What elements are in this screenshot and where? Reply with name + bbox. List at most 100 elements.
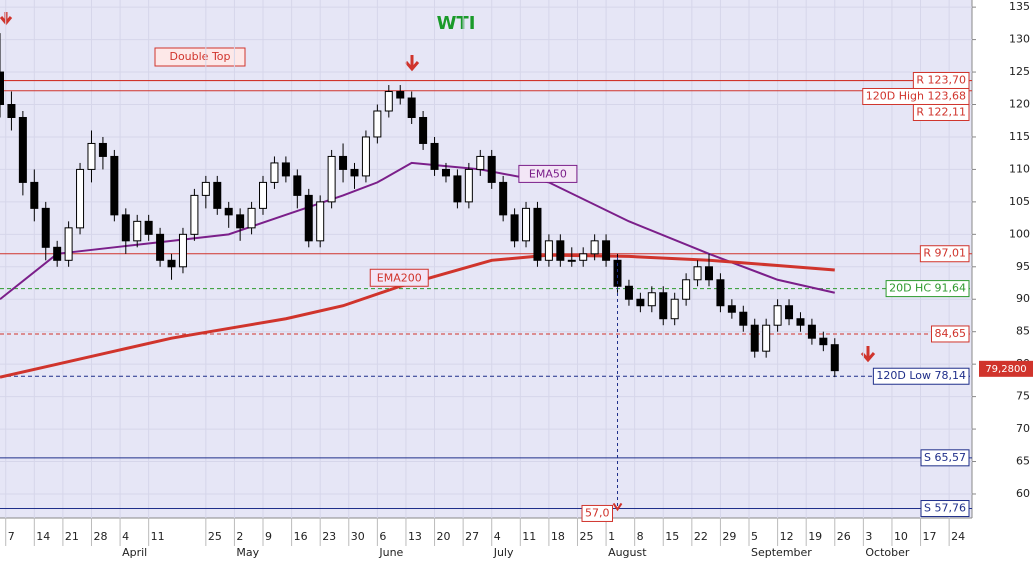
- level-label: 120D High 123,68: [866, 89, 966, 102]
- candle-body: [579, 253, 588, 261]
- x-tick-label: 13: [408, 530, 422, 543]
- candle-body: [647, 292, 656, 307]
- level-label: R 122,11: [916, 105, 966, 118]
- candle-body: [293, 175, 302, 196]
- x-tick-label: 12: [780, 530, 794, 543]
- candle-body: [339, 155, 348, 170]
- candle-body: [30, 181, 39, 209]
- level-label-box: [920, 500, 970, 518]
- level-label-box: [920, 449, 970, 467]
- candle-body: [350, 168, 359, 177]
- candle-body: [750, 324, 759, 352]
- candle-body: [476, 155, 485, 170]
- y-tick-label: 60: [1016, 487, 1030, 500]
- level-label: R 123,70: [916, 73, 966, 86]
- level-label: S 57,76: [924, 502, 966, 515]
- x-tick-label: 28: [93, 530, 107, 543]
- candle-body: [716, 279, 725, 307]
- y-tick-label: 130: [1009, 33, 1030, 46]
- month-label: June: [378, 546, 403, 559]
- x-tick-label: 23: [322, 530, 336, 543]
- candle-body: [64, 227, 73, 261]
- x-tick-label: 15: [665, 530, 679, 543]
- candle-body: [510, 214, 519, 242]
- plot-bg: [0, 0, 972, 518]
- candle-body: [304, 194, 313, 242]
- candle-body: [236, 214, 245, 229]
- arrow: [860, 346, 876, 363]
- target-label: 57,0: [585, 506, 610, 519]
- candle-body: [361, 136, 370, 177]
- candle-body: [384, 91, 393, 112]
- x-tick-label: 11: [151, 530, 165, 543]
- candle-body: [487, 155, 496, 183]
- candle-body: [419, 116, 428, 144]
- candle-body: [464, 168, 473, 203]
- x-tick-label: 29: [722, 530, 736, 543]
- candle-body: [396, 91, 405, 99]
- candle-body: [636, 298, 645, 307]
- annotation: Double Top: [169, 50, 230, 63]
- candle-body: [224, 207, 233, 216]
- y-tick-label: 70: [1016, 422, 1030, 435]
- month-label: August: [608, 546, 647, 559]
- month-label: October: [865, 546, 909, 559]
- y-tick-label: 75: [1016, 390, 1030, 403]
- candle-body: [53, 246, 62, 261]
- x-tick-label: 22: [694, 530, 708, 543]
- candle-body: [316, 201, 325, 242]
- candle-body: [727, 305, 736, 313]
- candle-body: [819, 337, 828, 346]
- candle-body: [167, 259, 176, 268]
- y-tick-label: 120: [1009, 98, 1030, 111]
- legend-label: EMA200: [377, 271, 422, 284]
- x-tick-label: 11: [522, 530, 536, 543]
- candle-body: [522, 207, 531, 242]
- x-tick-label: 3: [865, 530, 872, 543]
- y-tick-label: 85: [1016, 325, 1030, 338]
- x-tick-label: 7: [8, 530, 15, 543]
- candle-body: [613, 259, 622, 287]
- target-box: [581, 504, 614, 522]
- y-tick-label: 115: [1009, 130, 1030, 143]
- x-tick-label: 14: [36, 530, 50, 543]
- candle-body: [281, 162, 290, 177]
- x-tick-label: 4: [122, 530, 129, 543]
- candle-body: [156, 233, 165, 261]
- candle-body: [624, 285, 633, 300]
- x-tick-label: 6: [379, 530, 386, 543]
- candle-body: [533, 207, 542, 261]
- y-tick-label: 100: [1009, 227, 1030, 240]
- candle-body: [430, 142, 439, 170]
- candle-body: [121, 214, 130, 242]
- x-tick-label: 27: [465, 530, 479, 543]
- x-tick-label: 17: [923, 530, 937, 543]
- candle-body: [407, 97, 416, 118]
- y-tick-label: 125: [1009, 65, 1030, 78]
- y-tick-label: 90: [1016, 292, 1030, 305]
- x-tick-label: 9: [265, 530, 272, 543]
- candle-body: [190, 194, 199, 235]
- annotation-box: [154, 47, 246, 67]
- level-label-box: [885, 280, 970, 298]
- x-tick-label: 20: [437, 530, 451, 543]
- month-label: April: [122, 546, 147, 559]
- candle-body: [98, 142, 107, 157]
- x-tick-label: 8: [637, 530, 644, 543]
- y-tick-label: 65: [1016, 455, 1030, 468]
- candle-body: [87, 142, 96, 170]
- candle-body: [602, 240, 611, 261]
- candle-body: [499, 181, 508, 216]
- candle-body: [659, 292, 668, 320]
- x-tick-label: 26: [837, 530, 851, 543]
- candle-body: [270, 162, 279, 183]
- candle-body: [785, 305, 794, 320]
- candle-body: [773, 305, 782, 326]
- x-tick-label: 25: [208, 530, 222, 543]
- series-label-box: [518, 164, 578, 183]
- month-label: July: [493, 546, 514, 559]
- candle-body: [556, 240, 565, 261]
- level-label-box: [872, 367, 970, 385]
- candle-body: [567, 259, 576, 262]
- indicator-line: [0, 161, 835, 301]
